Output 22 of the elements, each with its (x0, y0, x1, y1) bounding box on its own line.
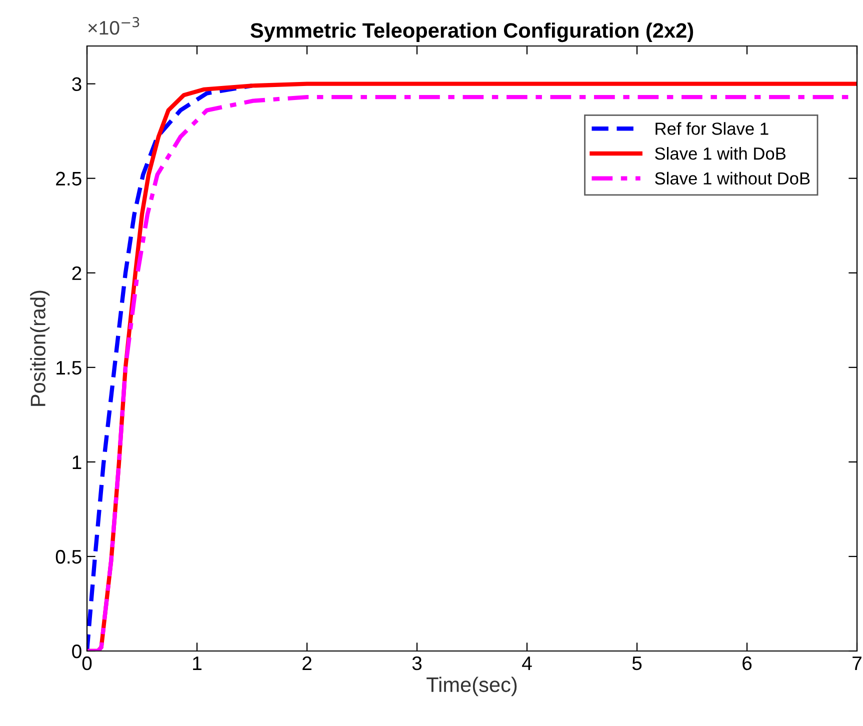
y-tick-label: 0 (72, 644, 82, 658)
x-axis-title: Time(sec) (426, 676, 517, 696)
y-tick-label: 2.5 (56, 172, 82, 186)
chart-title: Symmetric Teleoperation Configuration (2x2) (250, 22, 694, 42)
text: ×10$^{−3}$ (88, 17, 140, 35)
legend-label: Slave 1 without DoB (655, 172, 810, 185)
x-tick-label: 4 (522, 656, 532, 670)
y-tick-label: 0.5 (56, 550, 82, 564)
y-tick-label: 1 (72, 456, 82, 469)
y-tick-label: 1.5 (56, 361, 82, 375)
x-tick-label: 5 (632, 656, 642, 670)
y-axis-title: Position(rad) (30, 290, 50, 406)
x-tick-label: 2 (302, 656, 312, 670)
x-tick-label: 6 (742, 656, 752, 670)
y-tick-label: 2 (72, 266, 82, 280)
x-tick-label: 3 (412, 656, 422, 670)
legend-label: Slave 1 with DoB (655, 146, 786, 160)
y-tick-label: 3 (72, 77, 82, 92)
x-tick-label: 1 (193, 656, 202, 670)
x-tick-label: 0 (82, 656, 92, 670)
x-tick-label: 7 (852, 656, 862, 670)
legend-label: Ref for Slave 1 (656, 122, 768, 135)
